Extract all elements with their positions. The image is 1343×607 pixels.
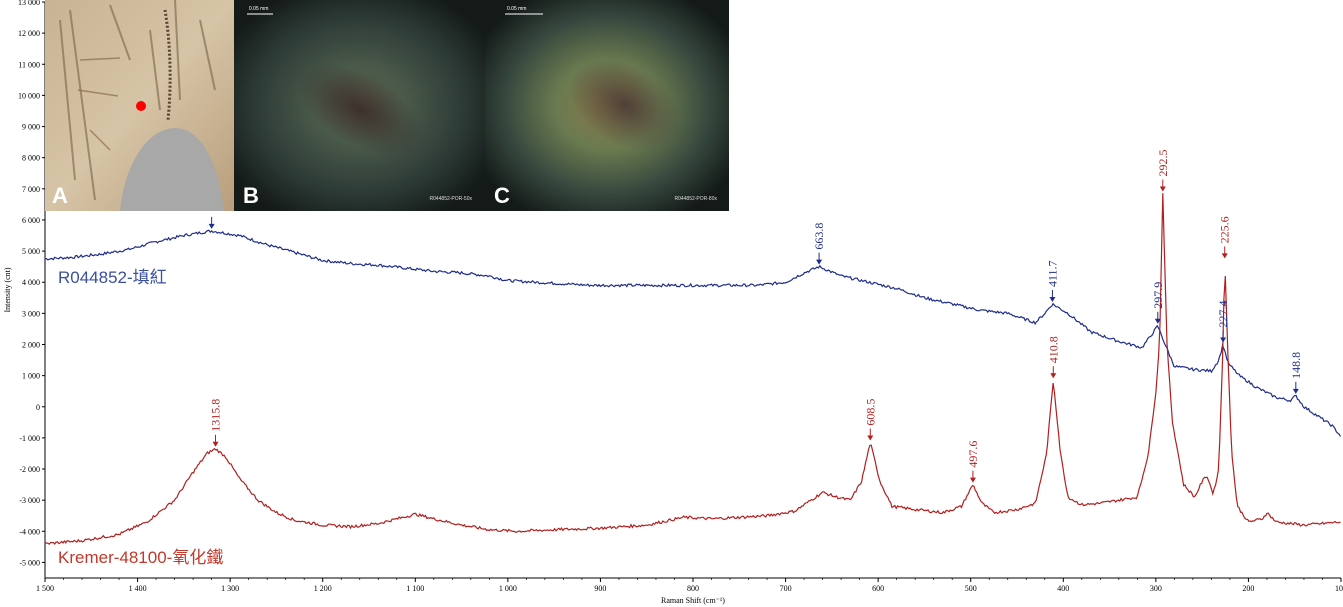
x-tick-label: 1 500 <box>36 584 54 593</box>
peak-annotation: 608.5 <box>863 399 877 441</box>
x-tick-label: 200 <box>1242 584 1254 593</box>
y-tick-label: 6 000 <box>22 216 40 225</box>
peak-label: 410.8 <box>1046 336 1060 363</box>
y-tick-label: 5 000 <box>22 247 40 256</box>
x-axis-ticks: 1 500 1 400 1 300 1 200 1 100 1 000 900 800 700 6… <box>36 578 1343 593</box>
peak-arrow-head <box>867 435 874 441</box>
y-tick-label: 12 000 <box>18 29 40 38</box>
y-tick-label: -3 000 <box>19 496 40 505</box>
x-tick-label: 1 100 <box>406 584 424 593</box>
x-tick-label: 800 <box>687 584 699 593</box>
peak-arrow-head <box>1221 253 1228 259</box>
x-tick-label: 700 <box>780 584 792 593</box>
peak-annotation: 225.6 <box>1218 216 1232 259</box>
caption-c: R044852-POR-80x <box>674 196 717 202</box>
scale-text-b: 0.05 mm <box>249 6 268 12</box>
series-label-blue: R044852-填紅 <box>58 268 167 287</box>
caption-b: R044852-POR-50x <box>429 196 472 202</box>
inset-photo-c: 0.05 mm R044852-POR-80x C <box>485 0 729 211</box>
peak-annotation <box>208 216 215 229</box>
peak-label: 663.8 <box>812 223 826 250</box>
peak-arrow-head <box>1159 186 1166 192</box>
y-tick-label: 4 000 <box>22 278 40 287</box>
peak-label: 225.6 <box>1218 216 1232 243</box>
peak-annotation: 227.4 <box>1216 300 1230 343</box>
peak-label: 148.8 <box>1289 352 1303 379</box>
photo-letter-c: C <box>494 183 510 208</box>
peak-arrow-head <box>969 477 976 483</box>
x-tick-label: 300 <box>1150 584 1162 593</box>
sample-point-marker <box>136 101 146 111</box>
x-axis-title: Raman Shift (cm⁻¹) <box>661 596 725 605</box>
y-tick-label: 11 000 <box>18 60 40 69</box>
y-tick-label: 8 000 <box>22 154 40 163</box>
y-tick-label: 3 000 <box>22 309 40 318</box>
peak-arrow-head <box>1292 388 1299 394</box>
peak-label: 497.6 <box>966 441 980 468</box>
x-tick-label: 600 <box>872 584 884 593</box>
series-line-red <box>44 193 1341 545</box>
peak-annotation: 1315.8 <box>209 399 223 447</box>
series-layer <box>44 193 1342 545</box>
peak-annotation: 148.8 <box>1289 352 1303 394</box>
x-tick-label: 100 <box>1335 584 1343 593</box>
photo-letter-b: B <box>243 183 259 208</box>
peak-annotation: 297.9 <box>1151 282 1165 324</box>
peak-label: 411.7 <box>1045 260 1059 287</box>
y-tick-label: 13 000 <box>18 0 40 7</box>
peak-annotation: 497.6 <box>966 441 980 483</box>
peak-annotation: 410.8 <box>1046 336 1060 379</box>
peak-label: 297.9 <box>1151 282 1165 309</box>
peak-label: 608.5 <box>863 399 877 426</box>
peak-arrow-head <box>1154 318 1161 324</box>
y-tick-label: -2 000 <box>19 465 40 474</box>
peak-label: 227.4 <box>1216 300 1230 327</box>
x-tick-label: 1 000 <box>499 584 517 593</box>
y-tick-label: 0 <box>36 403 40 412</box>
peak-label: 292.5 <box>1156 149 1170 176</box>
peak-arrow-head <box>1049 297 1056 303</box>
peak-arrow-head <box>212 441 219 447</box>
y-tick-label: -1 000 <box>19 434 40 443</box>
peak-annotations: 663.8 411.7 297.9 227.4 148.8 1315.8 608.5 497.… <box>208 149 1303 483</box>
inset-photo-a: A <box>45 0 234 211</box>
y-tick-label: 1 000 <box>22 372 40 381</box>
peak-arrow-head <box>208 223 215 229</box>
y-axis-ticks: 13 000 12 000 11 000 10 000 9 000 8 000 7 000 6… <box>18 0 45 567</box>
peak-annotation: 663.8 <box>812 223 826 265</box>
inset-photo-b: 0.05 mm R044852-POR-50x B <box>234 0 485 211</box>
peak-label: 1315.8 <box>209 399 223 432</box>
x-tick-label: 1 300 <box>221 584 239 593</box>
y-tick-label: 2 000 <box>22 340 40 349</box>
y-tick-label: 9 000 <box>22 123 40 132</box>
peak-annotation: 411.7 <box>1045 260 1059 303</box>
peak-arrow-head <box>1220 337 1227 343</box>
y-tick-label: -4 000 <box>19 527 40 536</box>
x-tick-label: 1 400 <box>129 584 147 593</box>
y-tick-label: -5 000 <box>19 558 40 567</box>
peak-arrow-head <box>816 259 823 265</box>
photo-letter-a: A <box>52 183 68 208</box>
series-line-blue <box>44 229 1342 437</box>
y-tick-label: 7 000 <box>22 185 40 194</box>
peak-annotation: 292.5 <box>1156 149 1170 192</box>
y-tick-label: 10 000 <box>18 91 40 100</box>
x-tick-label: 400 <box>1057 584 1069 593</box>
series-label-red: Kremer-48100-氧化鐵 <box>58 548 223 567</box>
x-tick-label: 900 <box>594 584 606 593</box>
scale-text-c: 0.05 mm <box>507 6 526 12</box>
x-tick-label: 1 200 <box>314 584 332 593</box>
peak-arrow-head <box>1050 373 1057 379</box>
x-tick-label: 500 <box>965 584 977 593</box>
axes: 13 000 12 000 11 000 10 000 9 000 8 000 7 000 6… <box>3 0 1343 605</box>
y-axis-title: Intensity (cnt) <box>3 267 12 312</box>
